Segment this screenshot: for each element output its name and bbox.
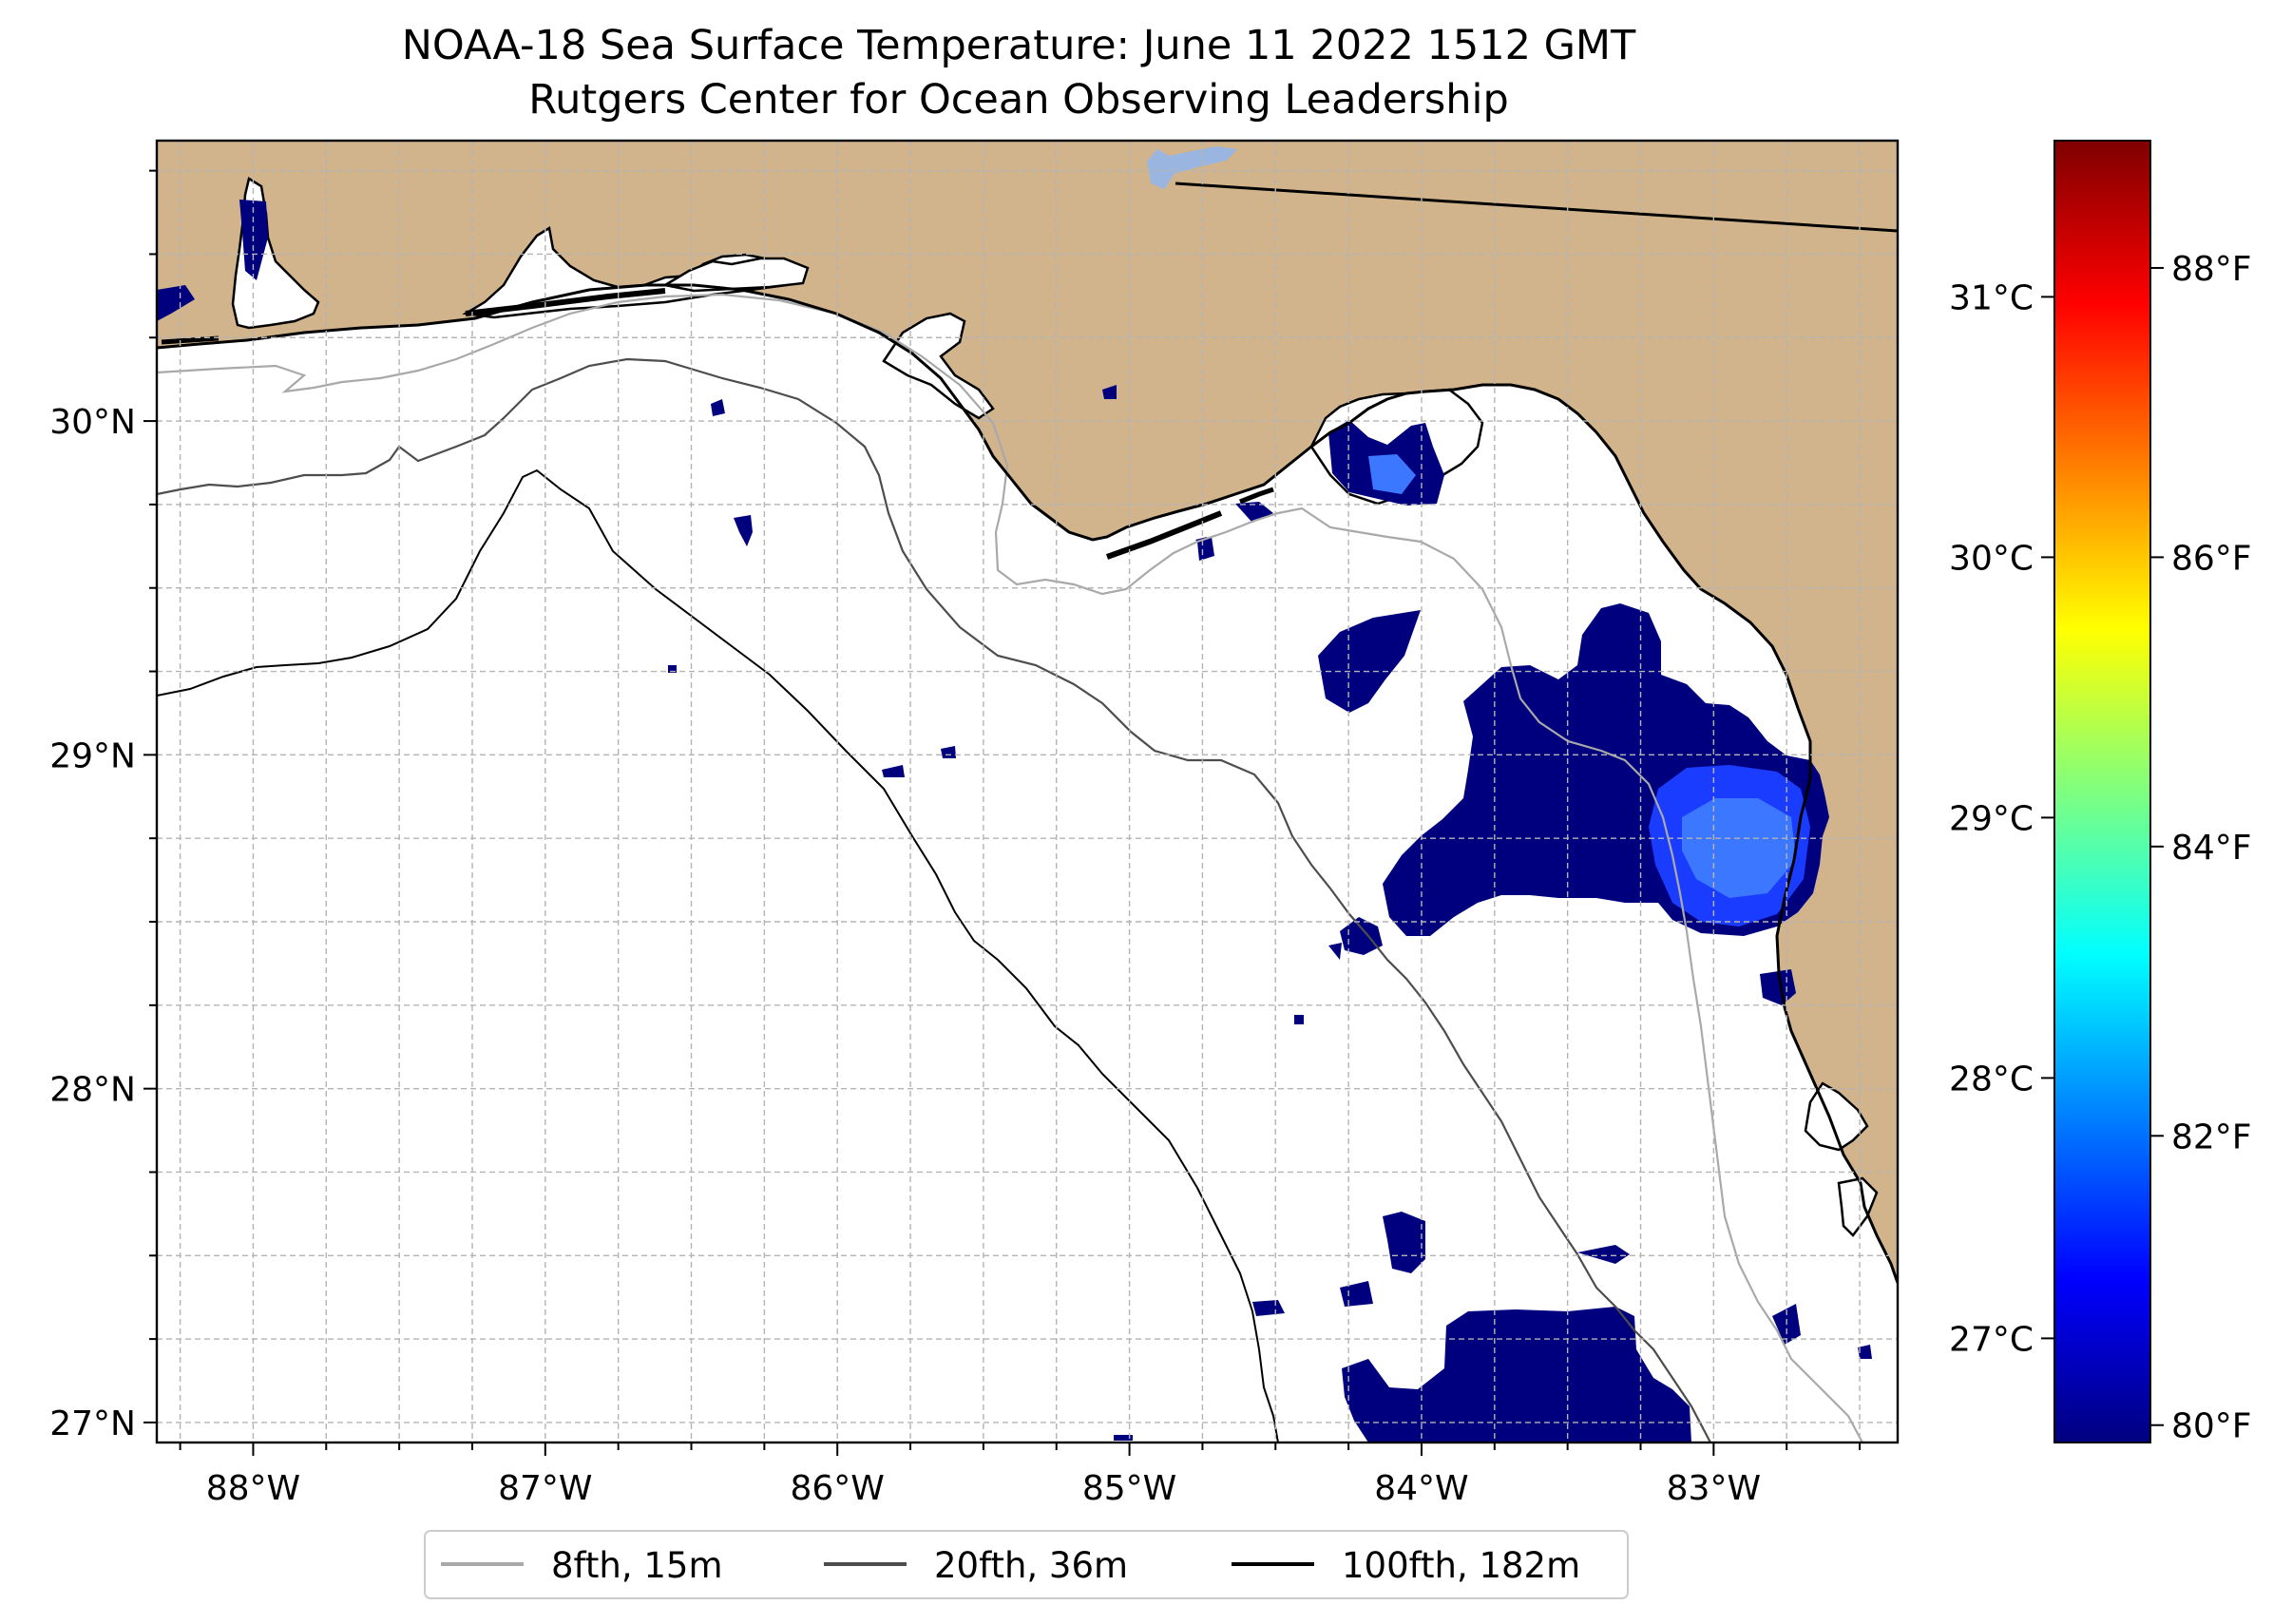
sst-patch	[1318, 610, 1421, 713]
sst-patch	[1252, 1300, 1285, 1316]
fahrenheit-tick-label: 86°F	[2171, 539, 2252, 578]
celsius-tick-label: 27°C	[1949, 1320, 2034, 1359]
sst-patch	[1682, 798, 1796, 898]
sst-patch	[882, 765, 905, 777]
barrier-island-dauphin	[161, 335, 220, 345]
lat-tick-label: 30°N	[49, 403, 136, 442]
longitude-axis: 88°W 87°W 86°W 85°W 84°W 83°W	[179, 1442, 1862, 1508]
barrier-island-santa-rosa	[465, 288, 666, 316]
lon-tick-label: 84°W	[1374, 1469, 1468, 1508]
sst-patch	[157, 285, 195, 321]
grid-lines	[157, 141, 1898, 1442]
legend-box	[424, 1530, 1629, 1599]
celsius-tick-label: 29°C	[1949, 799, 2034, 838]
title-line-2: Rutgers Center for Ocean Observing Leade…	[528, 76, 1509, 124]
barrier-island-dog	[1239, 487, 1274, 505]
sst-patch	[1342, 1307, 1691, 1442]
sst-patch	[1858, 1345, 1872, 1359]
coastline	[157, 283, 1898, 1284]
sst-patch	[711, 399, 725, 416]
lat-tick-label: 28°N	[49, 1071, 136, 1110]
contour-8fth	[157, 293, 1863, 1442]
sst-patch	[1328, 943, 1342, 960]
legend-label-20fth: 20fth, 36m	[934, 1545, 1128, 1586]
sst-patch	[1577, 1245, 1630, 1264]
celsius-tick-label: 31°C	[1949, 278, 2034, 317]
fahrenheit-tick-label: 88°F	[2171, 250, 2252, 289]
sst-patch	[941, 746, 956, 758]
lat-tick-label: 29°N	[49, 736, 136, 775]
lon-tick-label: 83°W	[1667, 1469, 1761, 1508]
lon-tick-label: 88°W	[206, 1469, 300, 1508]
fahrenheit-tick-label: 84°F	[2171, 829, 2252, 868]
title-line-1: NOAA-18 Sea Surface Temperature: June 11…	[402, 22, 1636, 69]
bathymetry-contours	[157, 293, 1863, 1442]
sst-patch	[1340, 917, 1383, 955]
land-area	[157, 141, 1898, 1283]
contour-100fth	[157, 468, 1279, 1442]
sst-patch	[1383, 1212, 1425, 1273]
fahrenheit-tick-label: 82°F	[2171, 1118, 2252, 1156]
state-boundary	[1175, 182, 1898, 233]
legend: 8fth, 15m 20fth, 36m 100fth, 182m	[424, 1530, 1629, 1599]
lon-tick-label: 87°W	[498, 1469, 592, 1508]
celsius-tick-label: 28°C	[1949, 1060, 2034, 1099]
map-frame	[155, 139, 1900, 1444]
legend-label-100fth: 100fth, 182m	[1342, 1545, 1580, 1586]
map-panel	[155, 139, 1900, 1444]
lake-seminole	[1146, 145, 1238, 190]
contour-20fth	[157, 357, 1711, 1442]
sst-patch	[1114, 1435, 1133, 1441]
sst-patch	[1294, 1015, 1304, 1024]
colorbar: 27°C 28°C 29°C 30°C 31°C 80°F 82°F 84°F 86°F 88°…	[1949, 140, 2252, 1446]
sst-patch	[1368, 454, 1416, 494]
celsius-tick-label: 30°C	[1949, 539, 2034, 578]
lon-tick-label: 85°W	[1082, 1469, 1176, 1508]
fahrenheit-tick-label: 80°F	[2171, 1407, 2252, 1446]
latitude-axis: 30°N 29°N 28°N 27°N	[49, 169, 157, 1443]
lat-tick-label: 27°N	[49, 1404, 136, 1443]
sst-patch	[1102, 385, 1117, 399]
legend-label-8fth: 8fth, 15m	[551, 1545, 723, 1586]
lon-tick-label: 86°W	[790, 1469, 884, 1508]
celsius-axis: 27°C 28°C 29°C 30°C 31°C	[1949, 278, 2054, 1359]
colorbar-gradient	[2053, 140, 2151, 1443]
barrier-island-st-george	[1105, 510, 1223, 560]
sst-patch	[734, 515, 753, 546]
fahrenheit-axis: 80°F 82°F 84°F 86°F 88°F	[2150, 250, 2252, 1446]
